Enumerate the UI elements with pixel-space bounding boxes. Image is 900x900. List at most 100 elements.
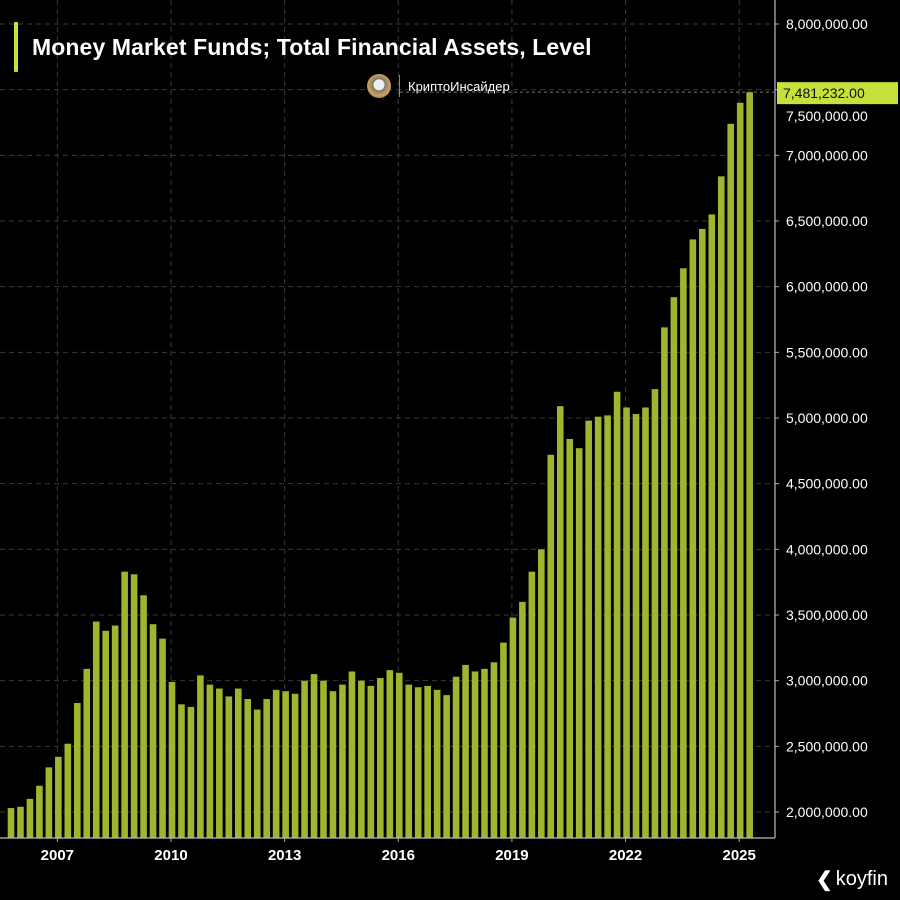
- bar: [348, 671, 356, 838]
- y-tick-label: 4,000,000.00: [786, 541, 868, 557]
- bar: [64, 743, 72, 838]
- bar: [320, 680, 327, 838]
- bar: [291, 693, 299, 838]
- bar: [339, 684, 346, 838]
- bar: [746, 92, 753, 838]
- bar: [395, 672, 403, 838]
- x-tick-label: 2013: [268, 847, 301, 864]
- bar: [216, 688, 223, 838]
- bar: [253, 709, 261, 838]
- x-tick-label: 2016: [382, 847, 415, 864]
- bar: [670, 297, 678, 838]
- bar: [414, 687, 422, 838]
- bar: [519, 601, 526, 838]
- bar: [424, 685, 431, 838]
- bar: [263, 699, 270, 838]
- last-value-label: 7,481,232.00: [783, 85, 865, 101]
- y-tick-label: 5,500,000.00: [786, 344, 868, 360]
- bar: [528, 571, 536, 838]
- bar: [433, 689, 441, 838]
- x-tick-label: 2010: [154, 847, 187, 864]
- bar: [329, 691, 337, 838]
- bar: [708, 214, 716, 838]
- bar: [83, 668, 91, 838]
- koyfin-brand-text: koyfin: [835, 868, 888, 890]
- bar: [594, 416, 602, 838]
- y-tick-label: 2,500,000.00: [786, 738, 868, 754]
- bar: [168, 681, 176, 838]
- bar: [178, 704, 185, 838]
- bar: [736, 102, 744, 839]
- bar: [197, 675, 204, 838]
- bar: [661, 327, 668, 838]
- bar: [443, 695, 450, 838]
- bar: [244, 699, 252, 838]
- koyfin-logo-icon: ❮: [815, 869, 833, 891]
- bar: [36, 785, 43, 838]
- bar: [500, 642, 507, 838]
- bar: [623, 407, 630, 838]
- bar: [717, 176, 725, 838]
- watermark: КриптоИнсайдер: [367, 74, 510, 98]
- x-tick-label: 2019: [495, 847, 528, 864]
- chart-title: Money Market Funds; Total Financial Asse…: [32, 33, 592, 60]
- y-tick-label: 7,000,000.00: [786, 147, 868, 163]
- y-tick-label: 3,500,000.00: [786, 607, 868, 623]
- bar: [585, 420, 592, 838]
- bar: [481, 668, 488, 838]
- title-accent-bar: [14, 22, 18, 72]
- bar: [310, 674, 318, 838]
- bar: [282, 691, 289, 838]
- bar: [566, 439, 574, 838]
- bar: [92, 621, 100, 838]
- bar: [159, 638, 166, 838]
- bar: [73, 702, 81, 838]
- bar: [55, 756, 62, 838]
- x-tick-label: 2022: [609, 847, 642, 864]
- bar: [130, 574, 138, 838]
- watermark-divider: [399, 75, 400, 97]
- bar: [17, 806, 24, 838]
- y-tick-label: 4,500,000.00: [786, 476, 868, 492]
- bar: [367, 685, 375, 838]
- last-value-badge: [777, 82, 898, 105]
- bar: [727, 123, 735, 838]
- bar: [140, 595, 147, 838]
- bar: [102, 630, 109, 838]
- bar: [462, 664, 469, 838]
- x-tick-label: 2025: [723, 847, 756, 864]
- bar: [405, 684, 413, 838]
- y-tick-label: 6,000,000.00: [786, 279, 868, 295]
- bar: [7, 808, 15, 838]
- bar: [452, 676, 460, 838]
- bar: [111, 625, 119, 838]
- bar: [26, 798, 34, 838]
- y-tick-label: 8,000,000.00: [786, 16, 868, 32]
- bar: [604, 415, 611, 838]
- bar: [121, 571, 128, 838]
- bar: [547, 454, 555, 838]
- bar: [386, 670, 394, 838]
- bar: [689, 239, 697, 839]
- bar: [301, 680, 308, 838]
- y-tick-label: 3,000,000.00: [786, 673, 868, 689]
- bar: [234, 688, 242, 838]
- chart-title-block: Money Market Funds; Total Financial Asse…: [14, 22, 592, 72]
- bar: [206, 684, 214, 838]
- bar: [632, 414, 640, 838]
- x-tick-label: 2007: [41, 847, 74, 864]
- bar: [509, 617, 517, 838]
- watermark-avatar-icon: [367, 74, 391, 98]
- bar: [651, 389, 659, 838]
- bar: [575, 448, 583, 838]
- bar: [149, 624, 157, 838]
- watermark-text: КриптоИнсайдер: [408, 78, 510, 94]
- bar: [471, 671, 479, 838]
- bar: [556, 406, 564, 838]
- koyfin-brand: ❮ koyfin: [816, 867, 888, 892]
- bar: [538, 549, 545, 838]
- y-tick-label: 7,500,000.00: [786, 108, 868, 124]
- bar: [272, 689, 280, 838]
- bar: [699, 228, 706, 838]
